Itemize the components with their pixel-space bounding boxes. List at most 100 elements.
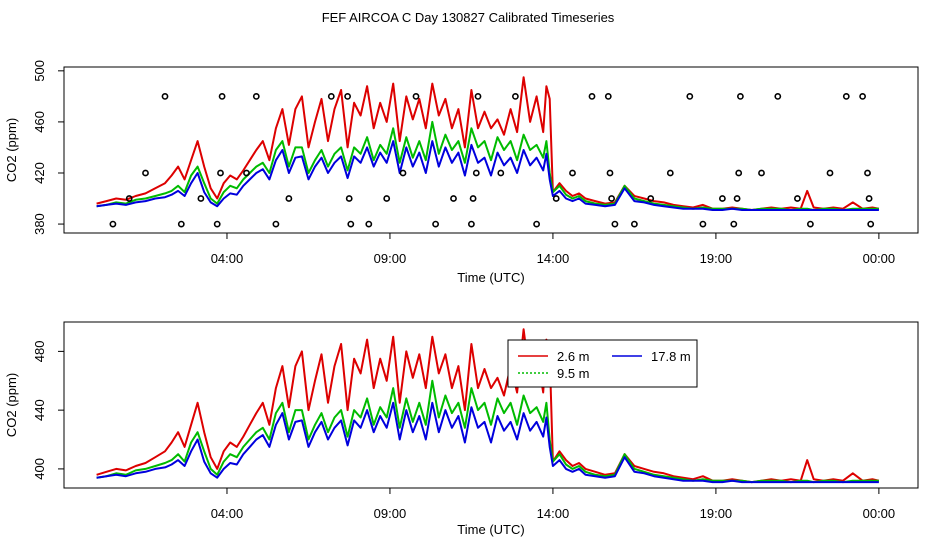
flag-marker bbox=[737, 93, 744, 100]
x-tick-label: 19:00 bbox=[700, 506, 733, 521]
flag-marker bbox=[197, 195, 205, 202]
legend-box bbox=[507, 339, 698, 388]
flag-marker bbox=[686, 93, 694, 100]
y-tick-label: 500 bbox=[32, 60, 47, 82]
bottom-y-axis: 400 440 480 bbox=[32, 341, 65, 480]
flag-marker bbox=[109, 220, 117, 228]
flag-marker bbox=[608, 195, 615, 202]
flag-marker bbox=[552, 195, 560, 202]
flag-marker bbox=[345, 195, 353, 202]
y-tick-label: 380 bbox=[32, 213, 47, 235]
flag-marker bbox=[719, 195, 726, 202]
flag-marker bbox=[383, 195, 391, 202]
legend-label-17-8m: 17.8 m bbox=[651, 349, 691, 364]
flag-marker bbox=[213, 220, 221, 228]
flag-marker bbox=[699, 220, 707, 228]
flag-marker bbox=[867, 220, 875, 228]
flag-marker bbox=[794, 195, 801, 202]
top-y-label: CO2 (ppm) bbox=[4, 118, 19, 182]
x-tick-label: 04:00 bbox=[211, 251, 244, 266]
x-tick-label: 04:00 bbox=[211, 506, 244, 521]
flag-marker bbox=[243, 169, 250, 177]
flag-marker bbox=[399, 169, 407, 177]
top-panel: 04:00 09:00 14:00 19:00 00:00 380 420 460 500 T… bbox=[4, 60, 919, 285]
series-line-2-6-m bbox=[96, 328, 880, 484]
legend-label-2-6m: 2.6 m bbox=[557, 349, 590, 364]
x-tick-label: 09:00 bbox=[374, 506, 407, 521]
x-tick-label: 19:00 bbox=[700, 251, 733, 266]
y-tick-label: 440 bbox=[32, 399, 47, 421]
flag-marker bbox=[469, 195, 477, 202]
flag-marker bbox=[285, 195, 293, 202]
flag-marker bbox=[472, 169, 480, 177]
flag-marker bbox=[730, 220, 738, 228]
y-tick-label: 460 bbox=[32, 111, 47, 133]
flag-marker bbox=[252, 93, 260, 100]
flag-marker bbox=[569, 169, 576, 177]
bottom-plot-frame bbox=[63, 321, 919, 489]
y-tick-label: 420 bbox=[32, 162, 47, 184]
x-tick-label: 14:00 bbox=[537, 506, 570, 521]
flag-marker bbox=[611, 220, 619, 228]
flag-marker bbox=[272, 220, 280, 228]
series-line-2-6-m bbox=[96, 76, 880, 211]
flag-marker bbox=[588, 93, 596, 100]
flag-marker bbox=[497, 169, 505, 177]
flag-marker bbox=[327, 93, 335, 100]
legend: 2.6 m 17.8 m 9.5 m bbox=[507, 339, 698, 388]
flag-marker bbox=[432, 220, 439, 228]
flag-marker bbox=[826, 169, 834, 177]
top-y-axis: 380 420 460 500 bbox=[32, 60, 65, 235]
flag-marker bbox=[467, 220, 475, 228]
series-line-17-8-m bbox=[96, 140, 879, 211]
x-tick-label: 09:00 bbox=[374, 251, 407, 266]
flag-marker bbox=[606, 169, 614, 177]
flag-marker bbox=[217, 169, 224, 177]
flag-marker bbox=[865, 195, 873, 202]
flag-marker bbox=[666, 169, 674, 177]
series-line-17-8-m bbox=[96, 401, 879, 484]
flag-marker bbox=[512, 93, 519, 100]
flag-marker bbox=[842, 93, 850, 100]
flag-marker bbox=[604, 93, 612, 100]
flag-marker bbox=[450, 195, 457, 202]
flag-marker bbox=[161, 93, 169, 100]
flag-marker bbox=[365, 220, 373, 228]
legend-label-9-5m: 9.5 m bbox=[557, 366, 590, 381]
flag-marker bbox=[864, 169, 871, 177]
flag-marker bbox=[631, 220, 638, 228]
flag-marker bbox=[735, 169, 743, 177]
flag-marker bbox=[412, 93, 420, 100]
top-flag-markers bbox=[109, 93, 875, 228]
series-line-9-5-m bbox=[96, 120, 879, 211]
y-tick-label: 400 bbox=[32, 458, 47, 480]
bottom-x-label: Time (UTC) bbox=[457, 522, 524, 537]
x-tick-label: 00:00 bbox=[863, 506, 896, 521]
flag-marker bbox=[859, 93, 866, 100]
top-x-label: Time (UTC) bbox=[457, 270, 524, 285]
bottom-y-label: CO2 (ppm) bbox=[4, 373, 19, 437]
flag-marker bbox=[347, 220, 355, 228]
top-series bbox=[96, 76, 880, 211]
flag-marker bbox=[533, 220, 540, 228]
x-tick-label: 00:00 bbox=[863, 251, 896, 266]
y-tick-label: 480 bbox=[32, 341, 47, 363]
flag-marker bbox=[774, 93, 782, 100]
flag-marker bbox=[344, 93, 351, 100]
x-tick-label: 14:00 bbox=[537, 251, 570, 266]
series-line-9-5-m bbox=[96, 379, 879, 484]
bottom-x-axis: 04:00 09:00 14:00 19:00 00:00 bbox=[211, 487, 896, 521]
flag-marker bbox=[807, 220, 814, 228]
flag-marker bbox=[142, 169, 149, 177]
flag-marker bbox=[125, 195, 133, 202]
top-x-axis: 04:00 09:00 14:00 19:00 00:00 bbox=[211, 232, 896, 266]
flag-marker bbox=[733, 195, 741, 202]
flag-marker bbox=[758, 169, 765, 177]
bottom-series bbox=[96, 328, 880, 484]
bottom-panel: 04:00 09:00 14:00 19:00 00:00 400 440 480 Time… bbox=[4, 321, 919, 537]
figure-title: FEF AIRCOA C Day 130827 Calibrated Times… bbox=[322, 10, 615, 25]
flag-marker bbox=[474, 93, 482, 100]
flag-marker bbox=[647, 195, 655, 202]
flag-marker bbox=[218, 93, 226, 100]
